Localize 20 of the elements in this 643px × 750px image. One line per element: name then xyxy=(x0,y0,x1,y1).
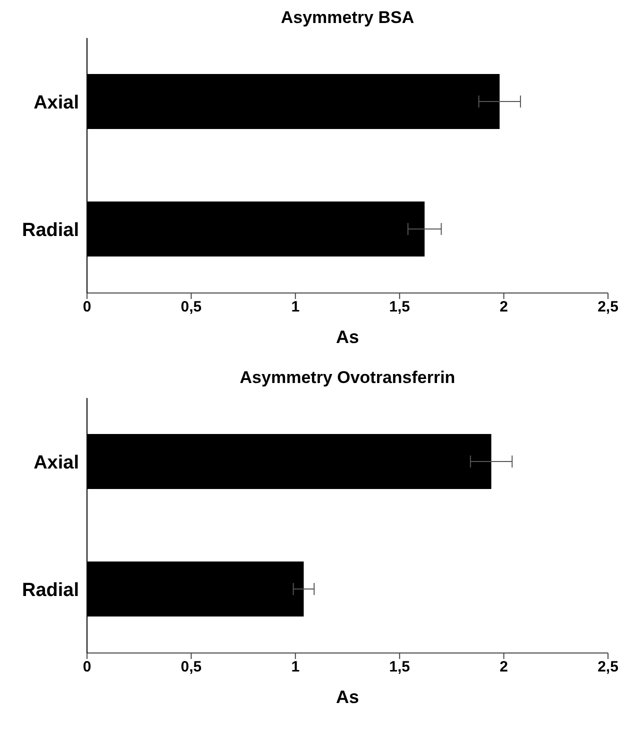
x-axis-title: As xyxy=(334,327,360,348)
x-tick-label: 0,5 xyxy=(180,298,202,316)
x-tick-label: 1,5 xyxy=(389,298,410,316)
chart-title: Asymmetry BSA xyxy=(280,8,416,29)
x-tick-label: 1 xyxy=(291,658,300,676)
x-tick-label: 2,5 xyxy=(598,658,618,676)
y-tick-label: Axial xyxy=(34,452,79,474)
y-tick-label: Axial xyxy=(34,92,79,114)
x-tick-label: 0 xyxy=(82,658,92,676)
x-tick-label: 2,5 xyxy=(598,298,618,316)
x-axis-title: As xyxy=(334,687,360,708)
x-tick-label: 2 xyxy=(500,298,508,316)
x-tick-label: 2 xyxy=(500,658,508,676)
x-tick-label: 0 xyxy=(82,298,92,316)
x-tick-label: 1,5 xyxy=(389,658,410,676)
chart-title: Asymmetry Ovotransferrin xyxy=(238,368,456,389)
x-tick-label: 0,5 xyxy=(180,658,202,676)
y-tick-label: Radial xyxy=(22,580,79,601)
x-tick-label: 1 xyxy=(291,298,300,316)
y-tick-label: Radial xyxy=(22,220,79,241)
